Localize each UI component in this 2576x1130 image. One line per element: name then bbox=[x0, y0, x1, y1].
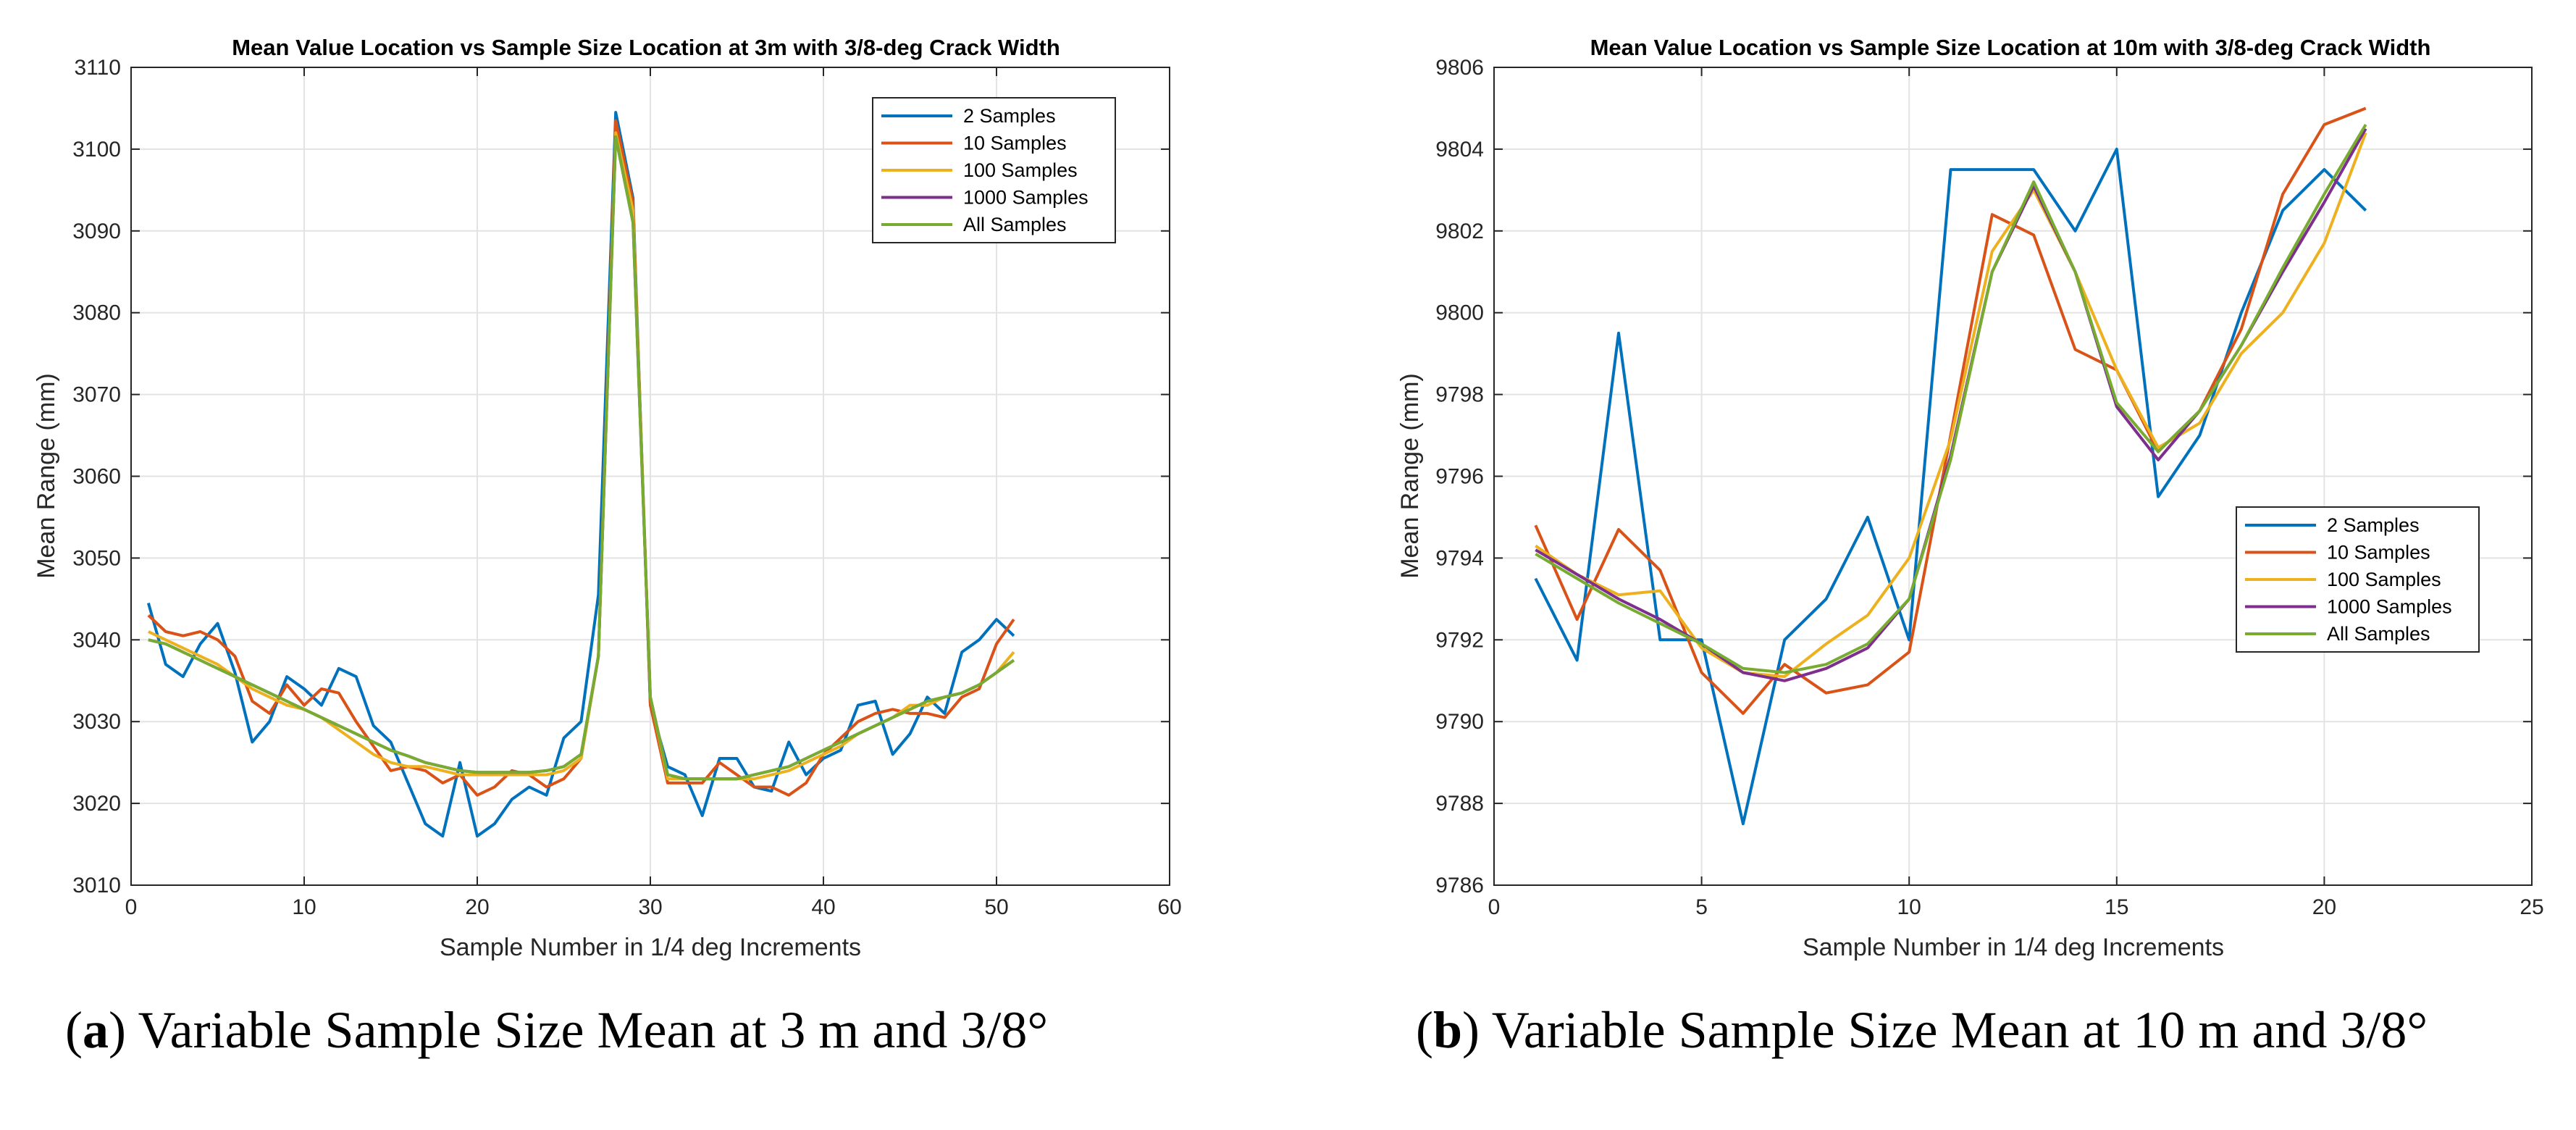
chart-b-legend-label-1000-samples: 1000 Samples bbox=[2327, 596, 2452, 618]
chart-b: Mean Value Location vs Sample Size Locat… bbox=[1396, 35, 2544, 961]
chart-a-ytick-label: 3020 bbox=[72, 792, 121, 816]
chart-a-xtick-label: 40 bbox=[811, 895, 835, 919]
chart-a-xtick-label: 50 bbox=[984, 895, 1008, 919]
chart-b-xtick-label: 20 bbox=[2312, 895, 2336, 919]
chart-a-ytick-label: 3110 bbox=[74, 56, 121, 80]
chart-b-ytick-label: 9794 bbox=[1435, 546, 1484, 570]
chart-a-legend-label-1000-samples: 1000 Samples bbox=[963, 187, 1088, 209]
chart-a-ytick-label: 3070 bbox=[72, 383, 121, 407]
chart-a-legend-label-all-samples: All Samples bbox=[963, 214, 1067, 235]
chart-a-ylabel: Mean Range (mm) bbox=[33, 373, 60, 578]
chart-a-ytick-label: 3100 bbox=[72, 138, 121, 162]
chart-b-legend-label-all-samples: All Samples bbox=[2327, 623, 2430, 645]
chart-b-ytick-label: 9806 bbox=[1435, 56, 1484, 80]
chart-b-legend-label-2-samples: 2 Samples bbox=[2327, 514, 2420, 536]
chart-b-title: Mean Value Location vs Sample Size Locat… bbox=[1590, 35, 2431, 60]
caption-b: (b) Variable Sample Size Mean at 10 m an… bbox=[1416, 1001, 2428, 1059]
chart-b-ytick-label: 9804 bbox=[1435, 138, 1484, 162]
caption-b-text: Variable Sample Size Mean at 10 m and 3/… bbox=[1480, 1001, 2428, 1059]
chart-a-ytick-label: 3040 bbox=[72, 628, 121, 652]
chart-a-ytick-label: 3080 bbox=[72, 301, 121, 325]
chart-a-title: Mean Value Location vs Sample Size Locat… bbox=[232, 35, 1060, 60]
chart-b-ytick-label: 9802 bbox=[1435, 219, 1484, 243]
chart-b-ytick-label: 9788 bbox=[1435, 792, 1484, 816]
chart-a-ytick-label: 3050 bbox=[72, 546, 121, 570]
chart-a-series-2-samples bbox=[146, 111, 1015, 838]
chart-b-ytick-label: 9790 bbox=[1435, 710, 1484, 734]
chart-b-xtick-label: 10 bbox=[1897, 895, 1921, 919]
chart-b-xtick-label: 25 bbox=[2520, 895, 2543, 919]
chart-b-ytick-label: 9792 bbox=[1435, 628, 1484, 652]
chart-a-xlabel: Sample Number in 1/4 deg Increments bbox=[440, 934, 861, 961]
caption-a-text: Variable Sample Size Mean at 3 m and 3/8… bbox=[126, 1001, 1048, 1059]
chart-a-ytick-label: 3010 bbox=[72, 874, 121, 897]
chart-b-xtick-label: 15 bbox=[2105, 895, 2128, 919]
chart-b-ytick-label: 9798 bbox=[1435, 383, 1484, 407]
chart-a-xtick-label: 0 bbox=[125, 895, 138, 919]
chart-a: Mean Value Location vs Sample Size Locat… bbox=[33, 35, 1182, 961]
chart-b-series-all-samples bbox=[1535, 123, 2367, 674]
chart-a-legend-label-10-samples: 10 Samples bbox=[963, 133, 1067, 154]
chart-a-series-all-samples bbox=[148, 135, 1015, 781]
chart-b-xtick-label: 0 bbox=[1488, 895, 1501, 919]
chart-b-series-2-samples bbox=[1534, 147, 2367, 826]
caption-b-letter: b bbox=[1433, 1001, 1462, 1059]
chart-b-ytick-label: 9796 bbox=[1435, 465, 1484, 489]
chart-a-xtick-label: 60 bbox=[1157, 895, 1181, 919]
chart-b-xlabel: Sample Number in 1/4 deg Increments bbox=[1803, 934, 2224, 961]
chart-a-ytick-label: 3030 bbox=[72, 710, 121, 734]
chart-a-xtick-label: 30 bbox=[638, 895, 662, 919]
caption-a-letter: a bbox=[83, 1001, 109, 1059]
chart-b-xtick-label: 5 bbox=[1695, 895, 1708, 919]
chart-a-xtick-label: 20 bbox=[465, 895, 489, 919]
chart-b-legend-label-10-samples: 10 Samples bbox=[2327, 542, 2430, 564]
chart-b-ytick-label: 9786 bbox=[1435, 874, 1484, 897]
chart-b-legend-label-100-samples: 100 Samples bbox=[2327, 569, 2441, 590]
chart-a-legend-label-100-samples: 100 Samples bbox=[963, 159, 1078, 181]
chart-a-ytick-label: 3060 bbox=[72, 465, 121, 489]
chart-a-xtick-label: 10 bbox=[292, 895, 316, 919]
chart-a-ytick-label: 3090 bbox=[72, 219, 121, 243]
chart-b-ytick-label: 9800 bbox=[1435, 301, 1484, 325]
caption-a: (a) Variable Sample Size Mean at 3 m and… bbox=[65, 1001, 1048, 1059]
chart-a-legend-label-2-samples: 2 Samples bbox=[963, 105, 1056, 127]
chart-b-ylabel: Mean Range (mm) bbox=[1396, 373, 1424, 578]
chart-b-series-100-samples bbox=[1535, 132, 2367, 679]
